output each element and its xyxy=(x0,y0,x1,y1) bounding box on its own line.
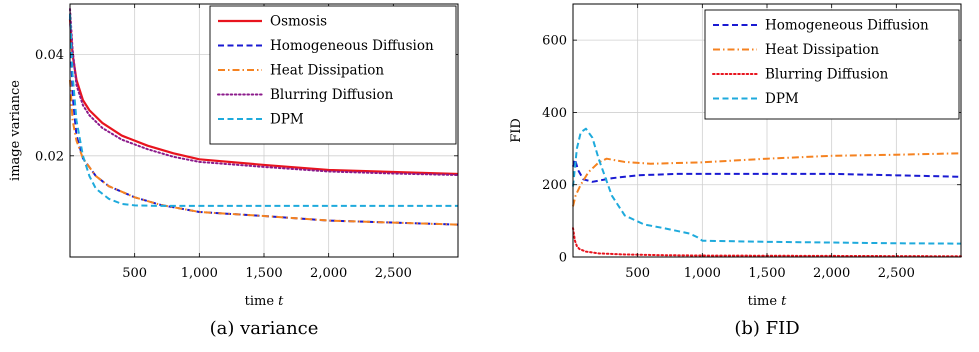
series-line-homogeneous-diffusion xyxy=(572,158,962,183)
chart-fid: 500 1,000 1,500 2,000 2,500 0 200 400 600 time t F… xyxy=(509,3,962,339)
legend-box xyxy=(704,9,960,120)
x-tick-label: 2,000 xyxy=(813,266,850,281)
y-tick-label: 0.04 xyxy=(35,48,64,63)
x-tick-label: 500 xyxy=(122,266,147,281)
series-line-heat-dissipation xyxy=(69,79,459,226)
chart-caption: (a) variance xyxy=(210,318,319,339)
x-tick-label: 1,000 xyxy=(684,266,721,281)
x-tick-label: 2,000 xyxy=(310,266,347,281)
y-tick-label: 0 xyxy=(559,251,567,266)
legend-label: Blurring Diffusion xyxy=(765,67,889,83)
series-line-blurring-diffusion xyxy=(69,8,459,177)
y-axis-label: FID xyxy=(509,118,524,143)
y-axis-label: image variance xyxy=(8,80,23,181)
legend-label: Blurring Diffusion xyxy=(270,87,394,103)
x-tick-label: 500 xyxy=(625,266,650,281)
series-line-blurring-diffusion xyxy=(572,227,962,258)
chart-caption: (b) FID xyxy=(734,318,799,339)
x-axis-label: time t xyxy=(748,294,788,309)
y-tick-label: 600 xyxy=(542,34,567,49)
series-line-osmosis xyxy=(68,19,459,176)
legend: Homogeneous Diffusion Heat Dissipation Blu… xyxy=(704,9,960,120)
series-line-heat-dissipation xyxy=(572,152,962,207)
legend-label: Homogeneous Diffusion xyxy=(765,18,929,34)
chart-variance: 500 1,000 1,500 2,000 2,500 0.02 0.04 time t ima… xyxy=(8,3,459,339)
x-tick-label: 2,500 xyxy=(375,266,412,281)
legend-label: DPM xyxy=(765,91,799,107)
legend-label: Homogeneous Diffusion xyxy=(270,38,434,54)
series-group xyxy=(572,127,962,258)
y-tick-label: 200 xyxy=(542,178,567,193)
x-tick-label: 1,500 xyxy=(748,266,785,281)
legend: Osmosis Homogeneous Diffusion Heat Dissipa… xyxy=(209,5,457,145)
legend-label: Osmosis xyxy=(270,14,327,30)
x-tick-label: 2,500 xyxy=(878,266,915,281)
x-tick-label: 1,500 xyxy=(245,266,282,281)
series-line-dpm xyxy=(572,127,962,245)
legend-label: Heat Dissipation xyxy=(270,63,384,79)
series-line-dpm xyxy=(69,14,458,207)
x-tick-label: 1,000 xyxy=(181,266,218,281)
legend-label: Heat Dissipation xyxy=(765,42,879,58)
y-tick-label: 400 xyxy=(542,106,567,121)
legend-box xyxy=(209,5,457,145)
legend-label: DPM xyxy=(270,112,304,128)
y-tick-label: 0.02 xyxy=(35,149,64,164)
x-axis-label: time t xyxy=(245,294,285,309)
series-group xyxy=(68,8,459,226)
